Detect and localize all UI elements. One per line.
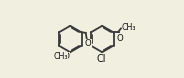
Text: CH₃: CH₃ <box>122 23 137 32</box>
Text: O: O <box>62 52 69 61</box>
Text: O: O <box>116 34 123 43</box>
Text: Cl: Cl <box>97 54 106 64</box>
Text: O: O <box>85 39 91 48</box>
Text: CH₃: CH₃ <box>53 52 68 61</box>
